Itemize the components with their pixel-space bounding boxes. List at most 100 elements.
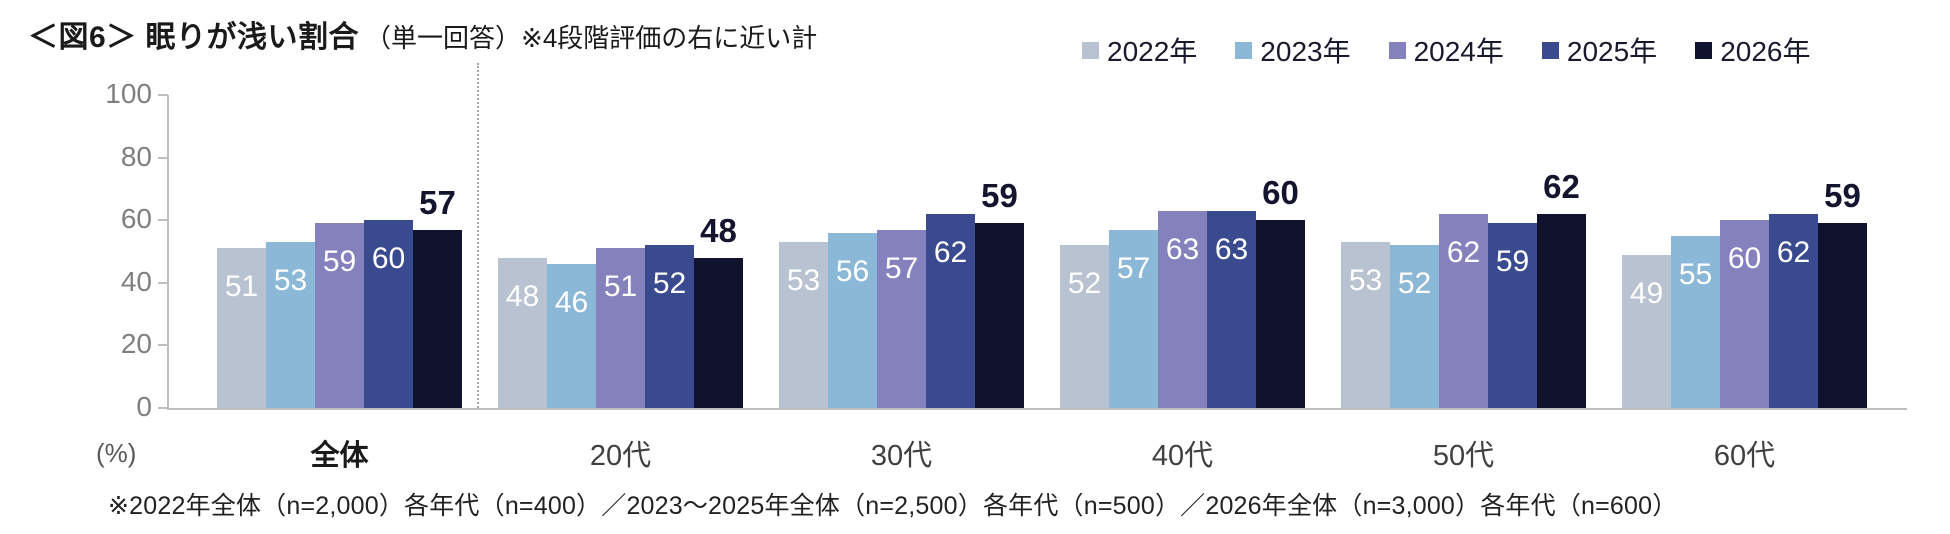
- bar: [1341, 242, 1390, 408]
- bar: [1390, 245, 1439, 408]
- bar: [217, 248, 266, 408]
- y-tick-mark: [158, 281, 168, 284]
- bar: [1720, 220, 1769, 408]
- bar-value-label-emphasized: 57: [419, 184, 456, 221]
- y-tick-label: 20: [120, 328, 152, 360]
- bar: [1622, 255, 1671, 408]
- category-label: 50代: [1432, 440, 1495, 472]
- y-tick-mark: [158, 94, 168, 96]
- bar-value-label: 59: [322, 245, 357, 278]
- y-tick-mark: [158, 407, 168, 409]
- chart-title-main: ＜図6＞ 眠りが浅い割合: [28, 21, 360, 54]
- y-axis-unit-label: (%): [96, 438, 137, 468]
- bar: [1256, 220, 1305, 408]
- bar-value-label: 53: [273, 264, 308, 297]
- bar-value-label: 57: [1116, 252, 1151, 285]
- bar-value-label: 59: [1495, 245, 1530, 278]
- bar-value-label-emphasized: 59: [981, 177, 1018, 214]
- legend-swatch-icon: [1082, 41, 1099, 59]
- legend-item: 2024年: [1388, 30, 1504, 70]
- bar: [266, 242, 315, 408]
- bar: [1158, 211, 1207, 408]
- bar-value-label: 62: [1446, 236, 1481, 269]
- y-tick-mark: [158, 344, 168, 347]
- bar: [1488, 223, 1537, 408]
- bar: [1818, 223, 1867, 408]
- y-tick-label: 60: [120, 203, 152, 235]
- y-tick-label: 40: [120, 265, 152, 297]
- bar: [1439, 214, 1488, 408]
- bar: [1769, 214, 1818, 408]
- bar-value-label-emphasized: 59: [1824, 177, 1861, 214]
- bar-value-label: 46: [554, 286, 589, 319]
- legend-swatch-icon: [1541, 41, 1559, 59]
- legend-label: 2026年: [1720, 36, 1811, 67]
- bar-value-label: 57: [884, 252, 919, 285]
- x-axis-line: [167, 408, 1907, 410]
- bar: [694, 258, 743, 408]
- bar-value-label-emphasized: 62: [1543, 168, 1580, 205]
- category-label: 60代: [1713, 440, 1776, 472]
- bar-value-label: 62: [933, 236, 968, 269]
- legend-item: 2023年: [1235, 30, 1351, 70]
- legend-item: 2025年: [1541, 30, 1658, 70]
- bar-value-label: 63: [1165, 233, 1200, 266]
- bar: [1671, 236, 1720, 408]
- bar-value-label: 53: [1348, 264, 1383, 297]
- bar-value-label: 63: [1214, 233, 1249, 266]
- category-label: 40代: [1151, 440, 1214, 472]
- sample-size-footnote: ※2022年全体（n=2,000）各年代（n=400）／2023～2025年全体…: [108, 492, 1678, 520]
- y-tick-label: 100: [105, 78, 152, 109]
- bar-value-label-emphasized: 48: [700, 212, 737, 249]
- bar: [926, 214, 975, 408]
- category-label: 30代: [870, 440, 933, 472]
- bar-value-label: 62: [1776, 236, 1811, 269]
- bar-value-label: 48: [505, 280, 540, 313]
- chart-title: ＜図6＞ 眠りが浅い割合 （単一回答）※4段階評価の右に近い計: [28, 12, 817, 56]
- bar: [1060, 245, 1109, 408]
- y-tick-mark: [158, 219, 168, 222]
- bar-value-label: 60: [1727, 242, 1762, 275]
- bar: [364, 220, 413, 408]
- bar-value-label: 53: [786, 264, 821, 297]
- legend-label: 2023年: [1260, 36, 1351, 67]
- bar-value-label: 52: [1067, 267, 1102, 300]
- bar: [413, 230, 462, 408]
- legend-swatch-icon: [1235, 41, 1253, 59]
- legend-label: 2024年: [1413, 36, 1504, 67]
- y-axis-line: [167, 95, 169, 409]
- bar-value-label: 56: [835, 255, 870, 288]
- legend-item: 2022年: [1082, 30, 1197, 70]
- chart-title-note: （単一回答）※4段階評価の右に近い計: [365, 23, 818, 53]
- legend-item: 2026年: [1695, 30, 1810, 70]
- bar: [1109, 230, 1158, 408]
- bar: [498, 258, 547, 408]
- legend-label: 2022年: [1107, 36, 1198, 67]
- bar: [1207, 211, 1256, 408]
- y-tick-label: 0: [136, 391, 152, 422]
- bar: [828, 233, 877, 408]
- bar: [596, 248, 645, 408]
- legend-label: 2025年: [1566, 36, 1658, 67]
- bar-value-label: 55: [1678, 258, 1713, 291]
- y-tick-mark: [158, 156, 168, 159]
- bar: [315, 223, 364, 408]
- y-tick-label: 80: [120, 140, 152, 172]
- bar-value-label: 52: [1397, 267, 1432, 300]
- bar-value-label: 52: [652, 267, 687, 300]
- category-label: 全体: [310, 440, 369, 472]
- category-label: 20代: [589, 440, 652, 472]
- bar: [779, 242, 828, 408]
- bar: [877, 230, 926, 408]
- legend-swatch-icon: [1388, 41, 1406, 59]
- group-separator-dotted-line: [477, 63, 479, 408]
- legend-swatch-icon: [1695, 41, 1713, 59]
- bar-value-label-emphasized: 60: [1262, 174, 1299, 211]
- legend: 2022年 2023年 2024年 2025年 2026年: [1082, 30, 1810, 70]
- bar-value-label: 51: [603, 270, 638, 303]
- bar: [547, 264, 596, 408]
- bar: [975, 223, 1024, 408]
- bar-value-label: 51: [224, 270, 259, 303]
- bar-value-label: 60: [371, 242, 406, 275]
- bar: [645, 245, 694, 408]
